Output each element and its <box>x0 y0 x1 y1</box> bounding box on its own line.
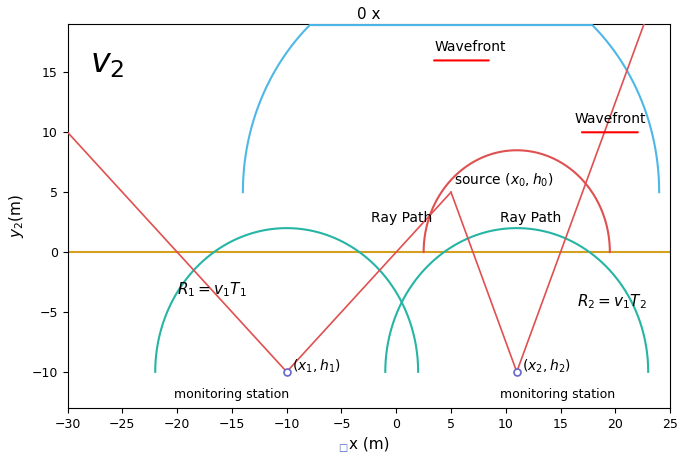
Text: $(x_2,h_2)$: $(x_2,h_2)$ <box>522 357 571 375</box>
Text: $R_1 = v_1 T_1$: $R_1 = v_1 T_1$ <box>177 280 247 299</box>
Y-axis label: $y_2$(m): $y_2$(m) <box>7 194 26 238</box>
Text: Wavefront: Wavefront <box>434 40 506 55</box>
Text: Wavefront: Wavefront <box>574 112 646 126</box>
Text: □: □ <box>338 443 347 453</box>
X-axis label: x (m): x (m) <box>349 436 389 451</box>
Text: $(x_1,h_1)$: $(x_1,h_1)$ <box>292 357 341 375</box>
Text: source $(x_0,h_0)$: source $(x_0,h_0)$ <box>454 171 554 189</box>
Text: monitoring station: monitoring station <box>500 388 615 401</box>
Text: Ray Path: Ray Path <box>371 211 432 225</box>
Text: $R_2 = v_1 T_2$: $R_2 = v_1 T_2$ <box>577 292 647 311</box>
Text: Ray Path: Ray Path <box>500 211 562 225</box>
Title: 0 x: 0 x <box>357 7 381 22</box>
Text: $v_2$: $v_2$ <box>90 47 124 80</box>
Text: monitoring station: monitoring station <box>175 388 290 401</box>
